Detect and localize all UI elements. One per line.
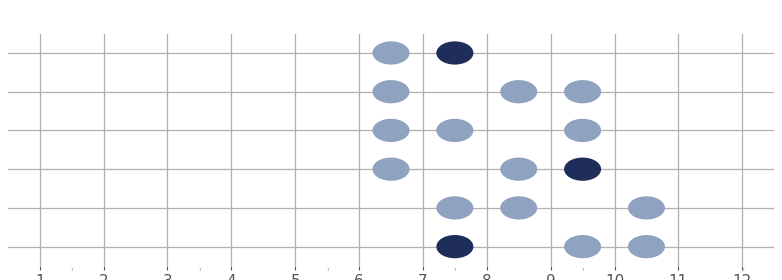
Ellipse shape: [564, 80, 601, 103]
Ellipse shape: [436, 235, 473, 258]
Ellipse shape: [372, 119, 410, 142]
Ellipse shape: [436, 41, 473, 65]
Ellipse shape: [372, 80, 410, 103]
Ellipse shape: [372, 41, 410, 65]
Ellipse shape: [564, 158, 601, 181]
Ellipse shape: [628, 196, 665, 220]
Ellipse shape: [564, 235, 601, 258]
Ellipse shape: [500, 158, 537, 181]
Ellipse shape: [500, 196, 537, 220]
Ellipse shape: [500, 80, 537, 103]
Ellipse shape: [436, 119, 473, 142]
Ellipse shape: [564, 119, 601, 142]
Ellipse shape: [436, 196, 473, 220]
Ellipse shape: [628, 235, 665, 258]
Ellipse shape: [372, 158, 410, 181]
